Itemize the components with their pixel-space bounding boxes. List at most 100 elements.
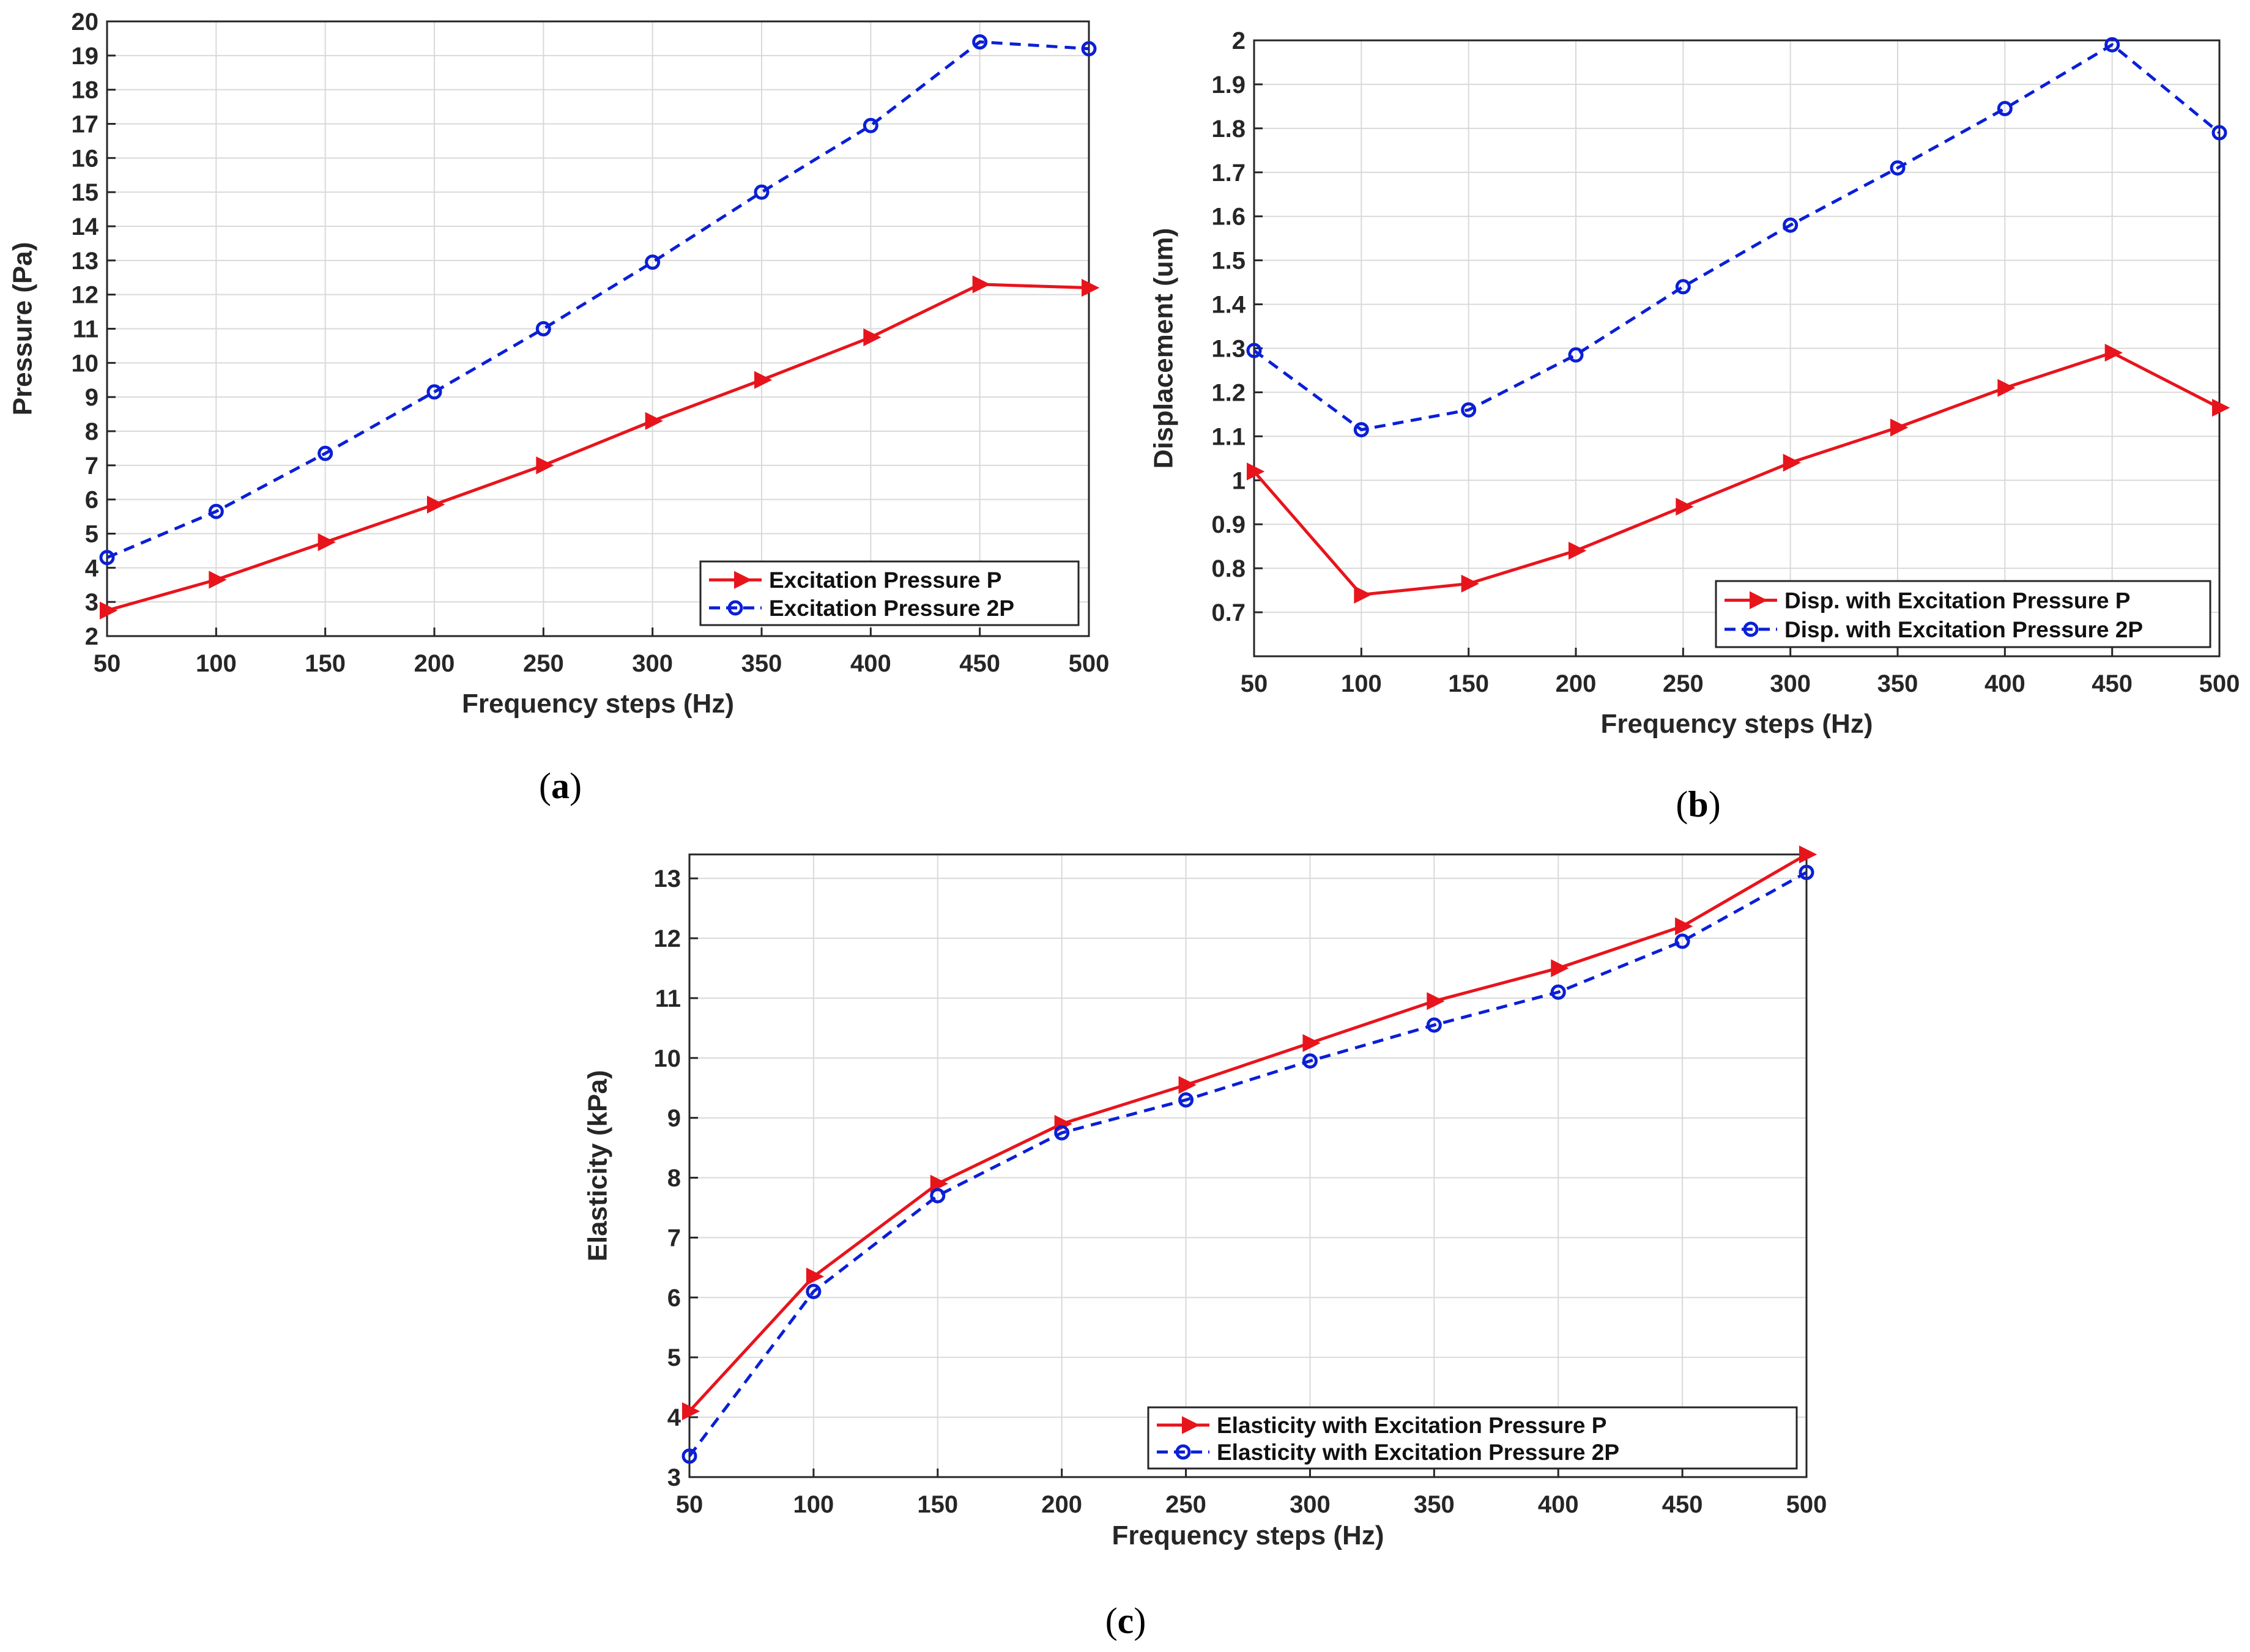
data-point-series-1 [1675,917,1693,936]
data-point-series-1 [1461,574,1479,593]
data-point-series-2 [2104,37,2120,53]
panel-label-a: (a) [539,766,582,806]
data-point-series-1 [536,456,554,475]
y-tick-label: 1 [1232,467,1246,494]
legend-marker [727,600,743,616]
data-point-series-2 [1426,1017,1442,1033]
y-tick-label: 11 [73,316,98,343]
data-point-series-2 [1675,279,1691,295]
x-tick-label: 150 [1448,670,1489,697]
data-point-series-2 [2211,125,2227,141]
data-point-series-1 [1783,453,1801,472]
data-point-series-2 [645,254,661,270]
data-point-series-1 [100,601,118,620]
panel-label-c: (c) [1105,1601,1146,1641]
data-point-series-1 [1551,959,1569,977]
x-axis-title: Frequency steps (Hz) [1601,709,1873,739]
y-tick-label: 4 [85,555,99,582]
y-tick-label: 4 [667,1404,681,1431]
chart-panel-a: 50 100 150 200 250 300 350 400 450 500 2 3 4 5 6 7 8 9 10 1… [8,9,1110,719]
series-line-1 [1253,351,2221,596]
y-tick-label: 9 [85,384,98,411]
legend: Elasticity with Excitation Pressure PEla… [1147,1406,1798,1470]
y-tick-label: 2 [85,623,98,650]
y-tick-label: 1.7 [1211,160,1246,187]
y-tick-label: 12 [72,282,99,309]
data-point-series-2 [1997,100,2013,116]
data-point-series-2 [806,1284,822,1300]
data-point-series-2 [317,445,333,461]
data-point-series-1 [209,571,227,589]
data-point-series-2 [1302,1053,1318,1069]
y-tick-label: 0.9 [1211,511,1246,538]
panel-label-b: (b) [1676,784,1720,824]
x-tick-label: 100 [1341,670,1382,697]
y-tick-label: 0.7 [1211,599,1246,626]
data-point-series-2 [972,34,988,50]
x-tick-label: 400 [1985,670,2025,697]
data-point-series-1 [1178,1076,1197,1094]
y-tick-label: 7 [85,453,98,480]
legend-label: Excitation Pressure 2P [769,596,1014,621]
data-point-series-2 [208,503,224,519]
data-point-series-1 [1890,418,1909,437]
y-tick-label: 1.4 [1211,292,1246,319]
legend-label: Disp. with Excitation Pressure 2P [1784,617,2143,642]
x-tick-label: 50 [1241,670,1268,697]
data-point-series-2 [754,184,770,200]
data-point-series-1 [930,1174,949,1193]
y-tick-label: 18 [72,77,99,104]
x-tick-label: 500 [1786,1491,1827,1518]
data-point-series-2 [1674,933,1690,949]
x-tick-label: 300 [1770,670,1811,697]
data-point-series-2 [1568,347,1584,363]
y-tick-label: 3 [85,589,98,616]
data-point-series-1 [972,275,990,294]
data-point-series-2 [930,1188,946,1204]
legend-label: Excitation Pressure P [769,568,1001,593]
y-tick-label: 1.5 [1211,248,1246,275]
legend-label: Elasticity with Excitation Pressure 2P [1217,1440,1619,1465]
data-point-series-1 [427,495,445,514]
x-tick-label: 500 [1069,650,1110,677]
y-tick-label: 10 [72,350,99,377]
x-tick-label: 350 [1414,1491,1455,1518]
y-tick-label: 3 [667,1464,681,1491]
data-point-series-1 [1354,585,1372,604]
data-point-series-2 [1783,217,1799,233]
y-tick-label: 14 [72,213,99,240]
data-point-series-2 [1550,984,1566,1000]
data-point-series-1 [2212,398,2230,417]
data-point-series-1 [682,1402,700,1420]
x-tick-label: 450 [2092,670,2133,697]
data-point-series-2 [1246,343,1262,358]
data-point-series-1 [1302,1034,1321,1052]
x-tick-label: 450 [959,650,1000,677]
data-point-series-2 [535,321,551,336]
legend-box [1147,1406,1798,1470]
x-tick-label: 200 [1041,1491,1082,1518]
data-point-series-1 [645,412,663,430]
data-point-series-1 [317,533,336,552]
y-axis-title: Elasticity (kPa) [583,1070,613,1261]
y-tick-label: 11 [655,985,681,1012]
legend-marker [1175,1444,1191,1460]
data-point-series-1 [1082,278,1100,297]
y-tick-label: 5 [667,1344,681,1371]
data-point-series-1 [863,328,882,347]
x-axis-title: Frequency steps (Hz) [1112,1521,1384,1550]
y-tick-label: 5 [85,521,98,548]
y-tick-label: 13 [72,248,99,275]
legend-label: Elasticity with Excitation Pressure P [1217,1413,1606,1438]
y-tick-label: 9 [667,1105,681,1132]
y-tick-label: 7 [667,1224,681,1251]
x-tick-label: 150 [305,650,346,677]
x-tick-label: 100 [196,650,237,677]
chart-panel-c: 50 100 150 200 250 300 350 400 450 500 3 4 5 6 7 8 9 10 11… [583,845,1827,1550]
y-tick-label: 6 [85,487,98,514]
y-tick-label: 6 [667,1284,681,1311]
y-tick-label: 17 [72,111,99,138]
x-tick-label: 150 [917,1491,958,1518]
y-tick-label: 19 [72,43,99,70]
y-tick-label: 10 [654,1045,681,1072]
